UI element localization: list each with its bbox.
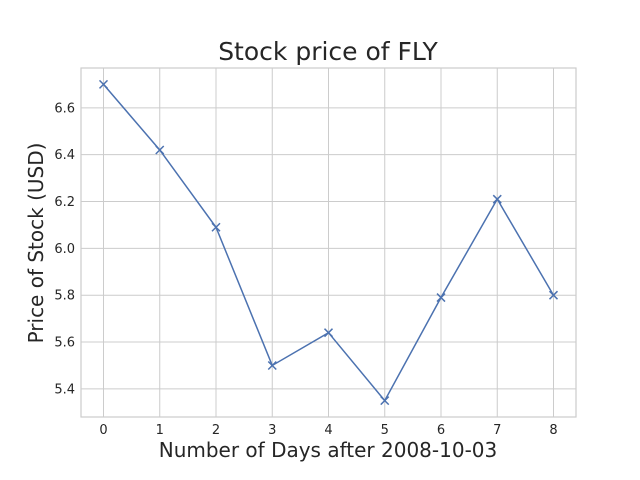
x-tick-label: 0	[99, 423, 107, 438]
y-tick-label: 6.4	[54, 148, 75, 163]
y-tick-label: 6.2	[54, 195, 75, 210]
data-point	[548, 290, 559, 300]
y-tick-label: 5.4	[54, 382, 75, 397]
tick-labels: 0 1 2 3 4 5 6 7 8 5.4 5.6 5.8 6.0 6.2 6.4 6.6	[54, 101, 557, 438]
data-point	[98, 79, 109, 89]
x-tick-label: 4	[324, 423, 332, 438]
y-axis-label: Price of Stock (USD)	[24, 143, 48, 344]
grid-lines	[81, 68, 576, 417]
data-point	[211, 222, 221, 232]
data-point	[492, 194, 502, 204]
data-point	[323, 328, 334, 338]
x-tick-label: 5	[381, 423, 389, 438]
data-point	[155, 145, 165, 155]
y-tick-label: 6.0	[54, 242, 75, 257]
data-point	[267, 360, 277, 371]
plot-frame	[80, 67, 577, 418]
data-point	[436, 293, 446, 303]
y-tick-label: 5.8	[54, 289, 75, 304]
x-tick-label: 3	[268, 423, 276, 438]
data-point	[380, 396, 390, 406]
x-tick-label: 8	[549, 423, 557, 438]
x-tick-label: 7	[493, 423, 501, 438]
y-tick-label: 6.6	[54, 101, 75, 116]
x-tick-label: 1	[156, 423, 164, 438]
chart-title: Stock price of FLY	[218, 37, 438, 66]
x-tick-label: 6	[437, 423, 445, 438]
series-layer	[98, 79, 559, 406]
x-axis-label: Number of Days after 2008-10-03	[159, 438, 498, 462]
x-tick-label: 2	[212, 423, 220, 438]
y-tick-label: 5.6	[54, 336, 75, 351]
